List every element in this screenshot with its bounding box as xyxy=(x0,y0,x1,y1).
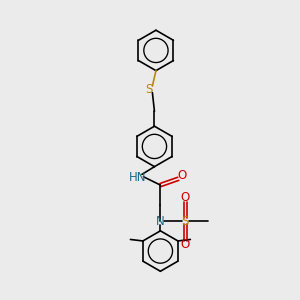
Text: S: S xyxy=(182,215,189,228)
Text: N: N xyxy=(156,215,165,228)
Text: O: O xyxy=(178,169,187,182)
Text: O: O xyxy=(180,191,190,204)
Text: S: S xyxy=(146,82,153,96)
Text: O: O xyxy=(180,238,190,251)
Text: HN: HN xyxy=(129,171,146,184)
